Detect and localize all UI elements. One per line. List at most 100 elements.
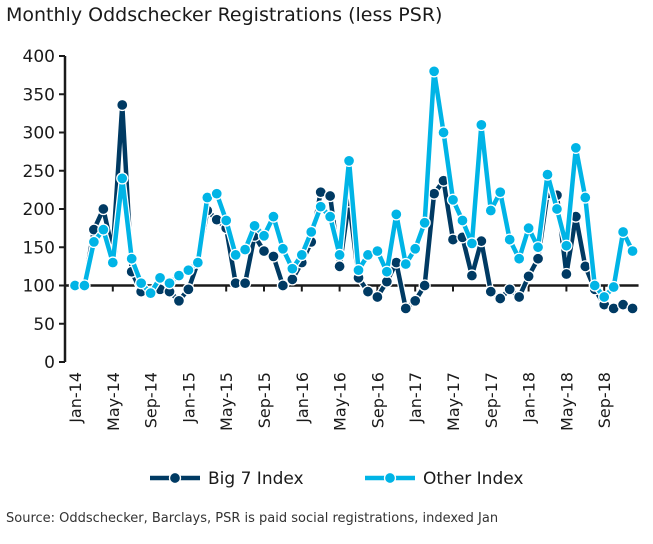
data-point	[475, 118, 488, 131]
x-tick-label: Jan-18	[520, 372, 539, 424]
data-point	[484, 285, 497, 298]
data-point	[418, 279, 431, 292]
legend-label: Big 7 Index	[208, 469, 304, 489]
data-point	[210, 187, 223, 200]
data-point	[163, 277, 176, 290]
y-tick-label: 50	[33, 315, 55, 335]
x-tick-label: Sep-17	[482, 372, 501, 428]
data-point	[182, 283, 195, 296]
data-point	[220, 214, 233, 227]
chart-title: Monthly Oddschecker Registrations (less …	[6, 4, 443, 26]
data-point	[305, 225, 318, 239]
data-point	[579, 191, 592, 204]
data-point	[409, 242, 422, 255]
data-point	[134, 277, 148, 290]
data-point	[172, 294, 186, 307]
data-point	[248, 219, 261, 232]
data-point	[323, 189, 337, 203]
data-point	[229, 248, 242, 262]
x-tick-label: Jan-16	[293, 372, 312, 424]
data-point	[503, 283, 516, 296]
data-point	[125, 252, 138, 265]
y-tick-label: 0	[44, 353, 55, 373]
data-point	[371, 290, 384, 304]
data-point	[626, 302, 639, 315]
y-tick-label: 350	[23, 85, 55, 105]
data-point	[238, 277, 252, 290]
data-point	[513, 252, 526, 265]
data-point	[390, 208, 403, 221]
data-point	[437, 126, 450, 139]
data-point	[257, 244, 271, 258]
x-tick-label: Sep-18	[595, 372, 614, 428]
x-tick-label: May-14	[104, 372, 123, 431]
data-point	[314, 200, 327, 213]
data-point	[144, 286, 157, 300]
y-tick-label: 100	[23, 277, 55, 297]
data-point	[399, 302, 412, 315]
legend-marker	[168, 471, 182, 485]
data-point	[153, 271, 167, 285]
source-note: Source: Oddschecker, Barclays, PSR is pa…	[6, 511, 499, 526]
data-point	[97, 202, 110, 216]
data-point	[588, 279, 601, 292]
data-point	[333, 260, 346, 273]
data-point	[427, 65, 441, 78]
data-point	[465, 269, 479, 282]
data-point	[550, 202, 564, 216]
data-point	[333, 248, 346, 262]
data-point	[352, 264, 365, 277]
x-tick-label: May-16	[331, 372, 350, 431]
data-point	[87, 235, 101, 249]
data-point	[494, 292, 507, 305]
data-point	[465, 237, 479, 250]
data-point	[106, 256, 119, 269]
data-point	[607, 280, 620, 294]
x-tick-label: Sep-14	[142, 372, 161, 428]
data-point	[531, 252, 545, 265]
data-point	[616, 225, 630, 239]
data-point	[427, 187, 441, 200]
y-tick-label: 250	[23, 162, 55, 182]
y-tick-label: 400	[23, 47, 55, 67]
data-point	[257, 229, 271, 242]
data-point	[522, 270, 535, 283]
data-point	[409, 294, 422, 307]
data-point	[286, 273, 299, 286]
data-point	[286, 262, 299, 275]
x-tick-label: Jan-17	[406, 372, 425, 424]
data-point	[172, 269, 186, 282]
y-tick-label: 300	[23, 124, 55, 144]
data-point	[323, 210, 337, 223]
data-point	[371, 244, 384, 258]
data-point	[522, 221, 535, 235]
x-tick-label: Jan-15	[179, 372, 198, 424]
data-point	[295, 248, 308, 262]
x-tick-label: Jan-14	[66, 372, 85, 424]
legend-label: Other Index	[423, 469, 523, 489]
data-point	[78, 279, 91, 292]
data-point	[541, 168, 554, 181]
data-point	[238, 243, 252, 256]
y-tick-label: 200	[23, 200, 55, 220]
data-point	[456, 214, 469, 227]
data-point	[267, 210, 280, 223]
x-tick-label: May-18	[557, 372, 576, 431]
data-point	[503, 233, 516, 246]
data-point	[267, 250, 280, 263]
data-point	[380, 265, 394, 278]
data-point	[531, 241, 545, 254]
data-point	[494, 186, 507, 199]
legend-marker	[383, 471, 397, 485]
data-point	[446, 193, 460, 206]
data-point	[418, 216, 431, 229]
data-point	[191, 256, 205, 269]
data-point	[116, 98, 129, 112]
data-point	[560, 239, 573, 252]
data-point	[598, 290, 611, 304]
data-point	[569, 141, 582, 154]
data-point	[361, 285, 375, 298]
data-point	[116, 172, 129, 185]
x-tick-label: Sep-16	[368, 372, 387, 428]
